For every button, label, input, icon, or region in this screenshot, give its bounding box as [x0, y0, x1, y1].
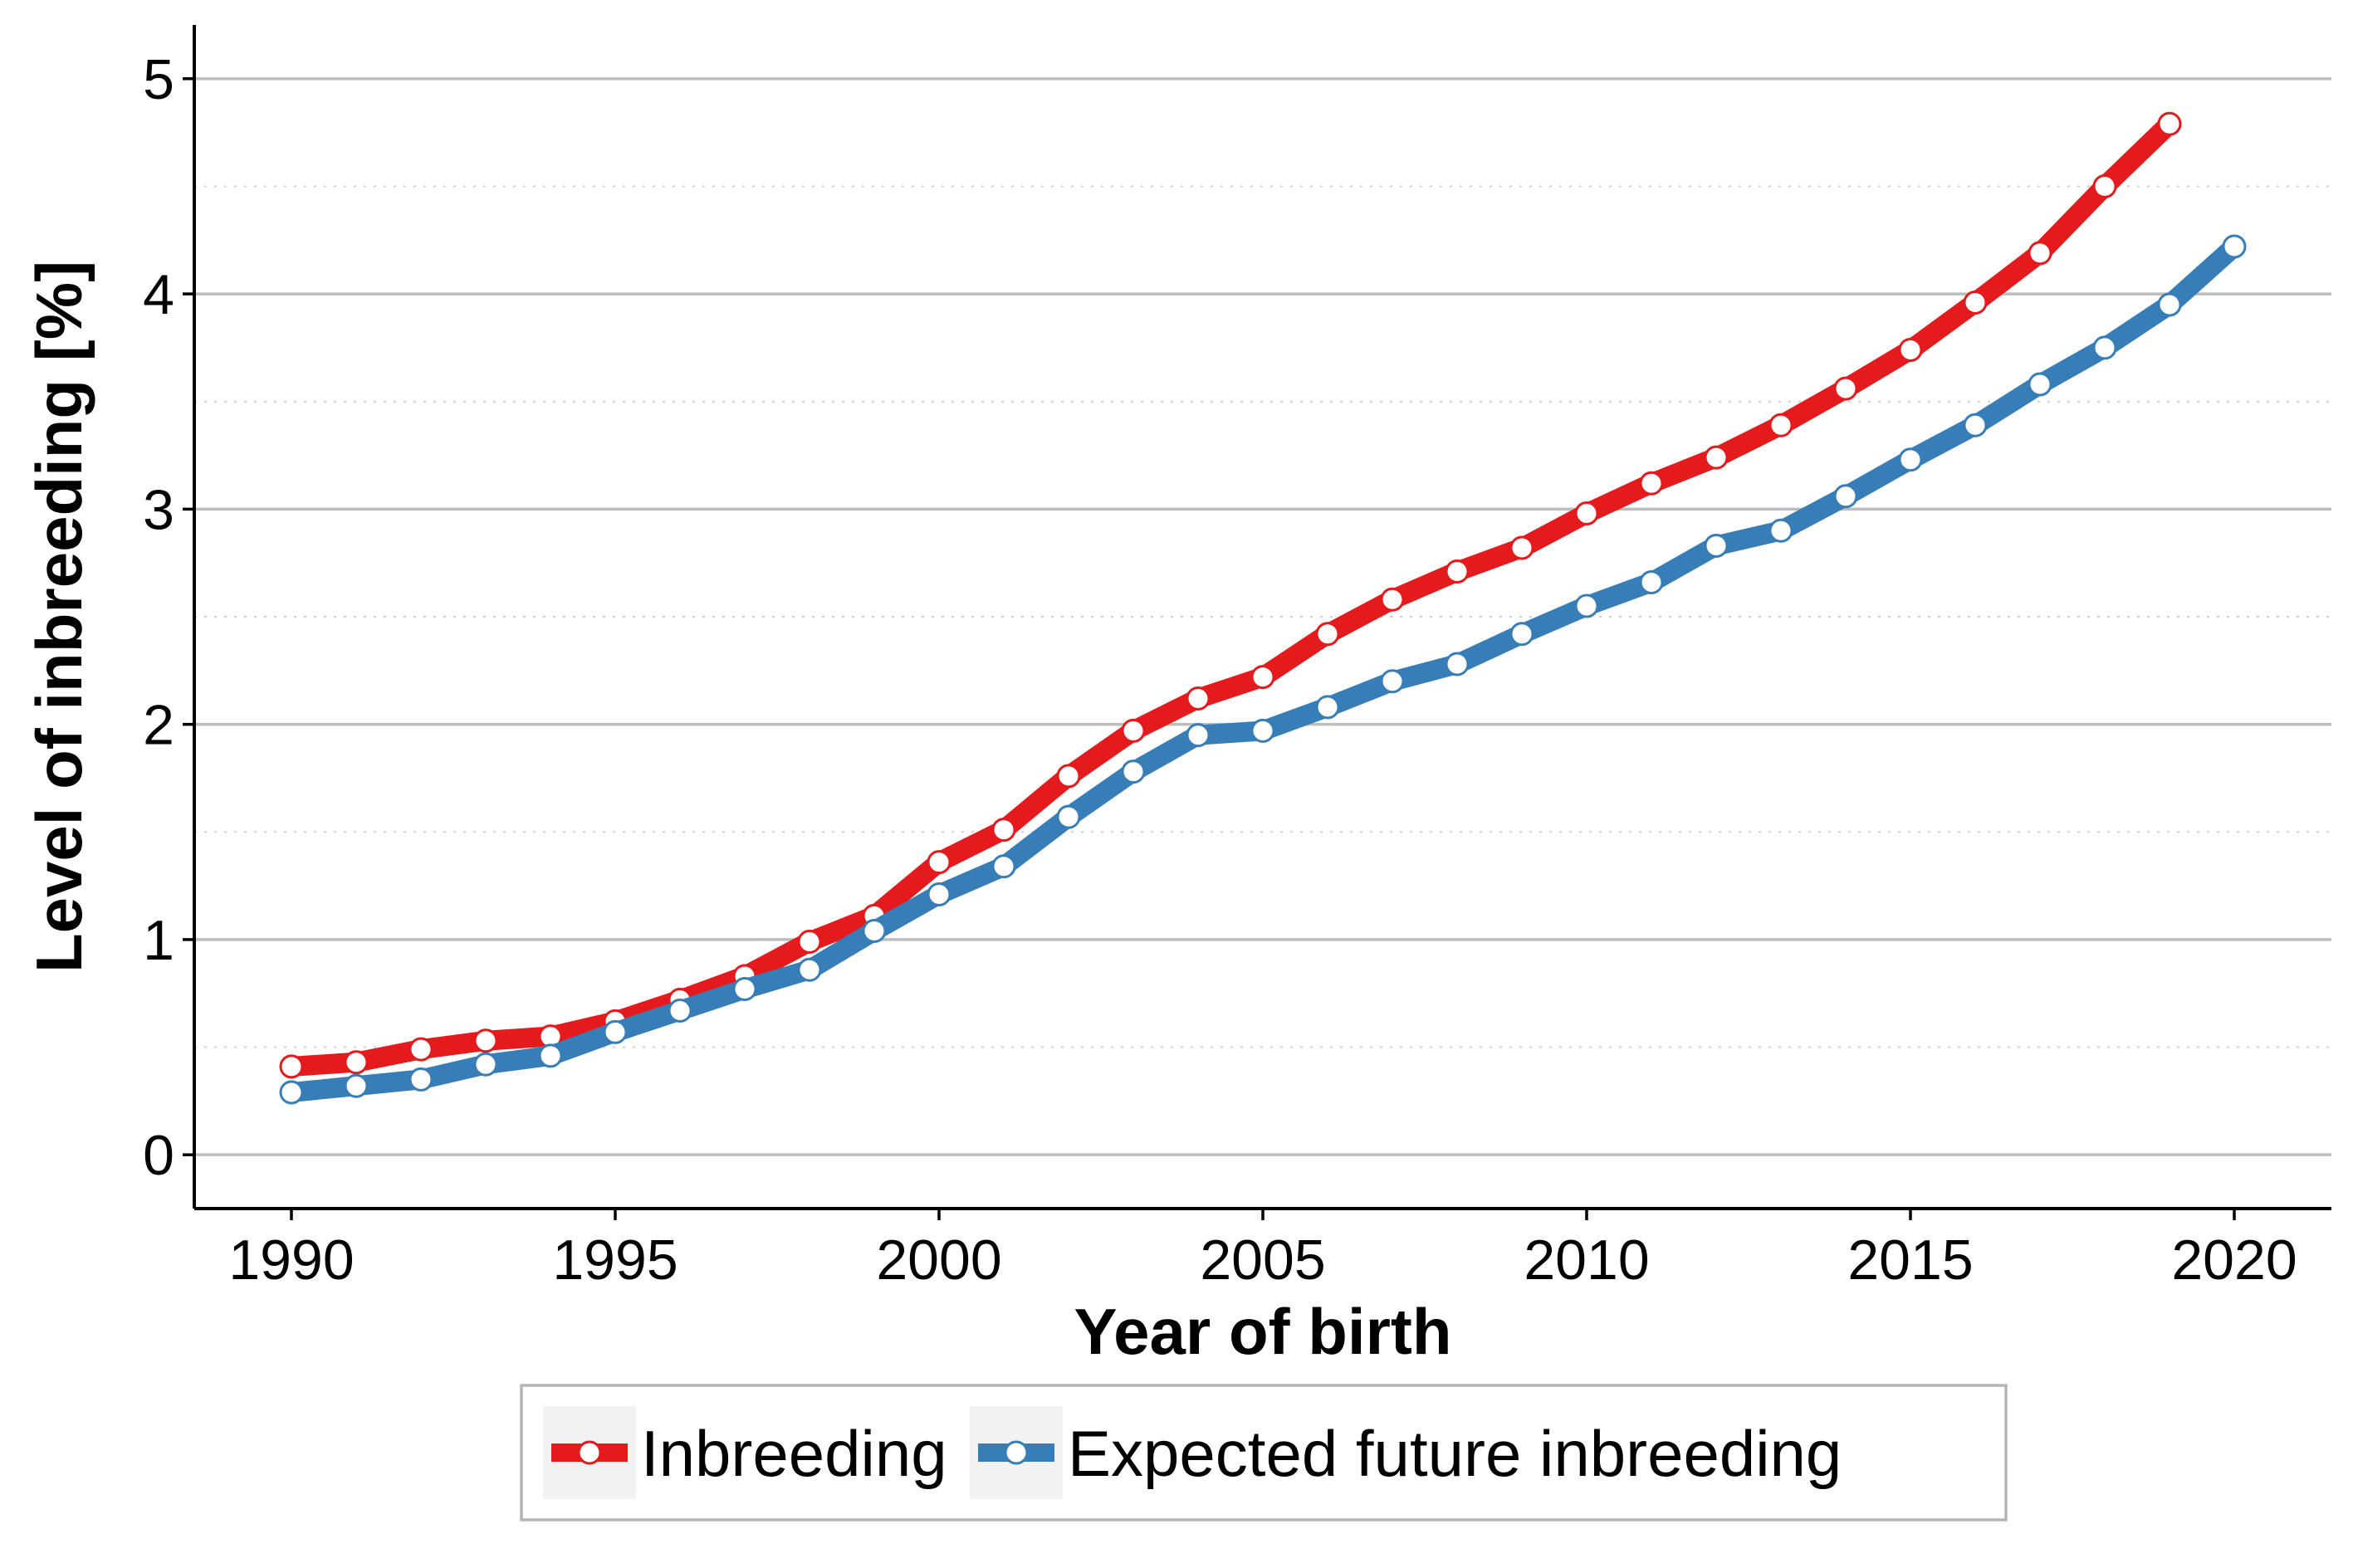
x-tick-label: 2015	[1847, 1229, 1973, 1292]
data-point	[1121, 718, 1146, 743]
data-point	[732, 977, 757, 1002]
y-tick-label: 5	[143, 48, 174, 111]
y-tick-label: 1	[143, 909, 174, 972]
x-axis-ticks: 1990 1995 2000 2005 2010 2015 2020	[228, 1209, 2297, 1292]
data-point	[1250, 718, 1275, 743]
data-point	[1509, 535, 1534, 560]
data-point	[1704, 445, 1729, 470]
data-point	[1445, 652, 1470, 677]
x-tick-label: 1990	[228, 1229, 354, 1292]
data-point	[408, 1037, 433, 1062]
data-point	[344, 1050, 369, 1075]
x-axis-title: Year of birth	[1074, 1295, 1451, 1368]
legend-item: Expected future inbreeding	[970, 1406, 1842, 1499]
legend-key-point	[577, 1440, 602, 1465]
x-tick-label: 1995	[552, 1229, 678, 1292]
legend-label: Expected future inbreeding	[1068, 1417, 1842, 1490]
data-point	[2157, 111, 2182, 136]
data-point	[1639, 570, 1664, 595]
data-point	[2092, 335, 2117, 360]
series-inbreeding	[279, 111, 2182, 1079]
data-point	[2092, 173, 2117, 198]
data-point	[1574, 501, 1599, 526]
data-point	[1639, 471, 1664, 496]
data-point	[1315, 622, 1340, 647]
data-point	[1963, 413, 1988, 437]
y-tick-label: 3	[143, 478, 174, 541]
data-point	[1898, 338, 1923, 363]
data-point	[862, 919, 887, 944]
series-line	[281, 114, 2179, 1077]
data-point	[1833, 484, 1858, 509]
data-point	[279, 1080, 304, 1105]
y-axis-ticks: 0 1 2 3 4 5	[143, 48, 194, 1187]
data-point	[927, 850, 951, 875]
data-point	[1380, 669, 1405, 694]
legend-label: Inbreeding	[641, 1417, 947, 1490]
x-tick-label: 2005	[1200, 1229, 1325, 1292]
y-tick-label: 0	[143, 1124, 174, 1187]
data-point	[1704, 533, 1729, 558]
data-point	[1186, 723, 1211, 748]
y-tick-label: 4	[143, 263, 174, 326]
data-point	[1250, 665, 1275, 690]
data-point	[1121, 760, 1146, 784]
data-point	[2028, 372, 2052, 397]
data-point	[1445, 559, 1470, 584]
data-point	[1574, 593, 1599, 618]
data-point	[668, 998, 692, 1023]
x-tick-label: 2000	[876, 1229, 1001, 1292]
data-point	[2222, 234, 2247, 259]
data-point	[1315, 695, 1340, 720]
data-point	[1186, 686, 1211, 711]
series-expected-future-inbreeding	[279, 234, 2247, 1105]
data-point	[1380, 587, 1405, 612]
data-point	[797, 930, 822, 955]
x-tick-label: 2020	[2171, 1229, 2297, 1292]
x-tick-label: 2010	[1524, 1229, 1649, 1292]
data-point	[991, 818, 1016, 843]
data-point	[1963, 290, 1988, 315]
data-point	[797, 957, 822, 982]
data-point	[2157, 292, 2182, 317]
y-tick-label: 2	[143, 694, 174, 757]
minor-gridlines	[194, 185, 2331, 1048]
data-point	[408, 1067, 433, 1092]
data-point	[279, 1054, 304, 1079]
data-point	[1056, 804, 1081, 829]
data-point	[473, 1028, 498, 1053]
data-point	[1768, 518, 1793, 543]
data-point	[927, 882, 951, 906]
data-point	[1056, 764, 1081, 789]
data-point	[344, 1073, 369, 1098]
data-point	[1898, 447, 1923, 472]
data-point	[991, 854, 1016, 879]
data-point	[603, 1019, 628, 1044]
data-point	[1768, 413, 1793, 437]
data-point	[2028, 241, 2052, 266]
legend-item: Inbreeding	[543, 1406, 947, 1499]
y-axis-title: Level of inbreeding [%]	[22, 261, 95, 973]
data-point	[473, 1052, 498, 1077]
data-point	[1509, 622, 1534, 647]
legend-key-point	[1004, 1440, 1029, 1465]
data-point	[1833, 376, 1858, 401]
series-layer	[279, 111, 2247, 1105]
data-point	[538, 1043, 563, 1068]
legend: Inbreeding Expected future inbreeding	[520, 1384, 2008, 1522]
legend-box	[520, 1384, 2008, 1522]
